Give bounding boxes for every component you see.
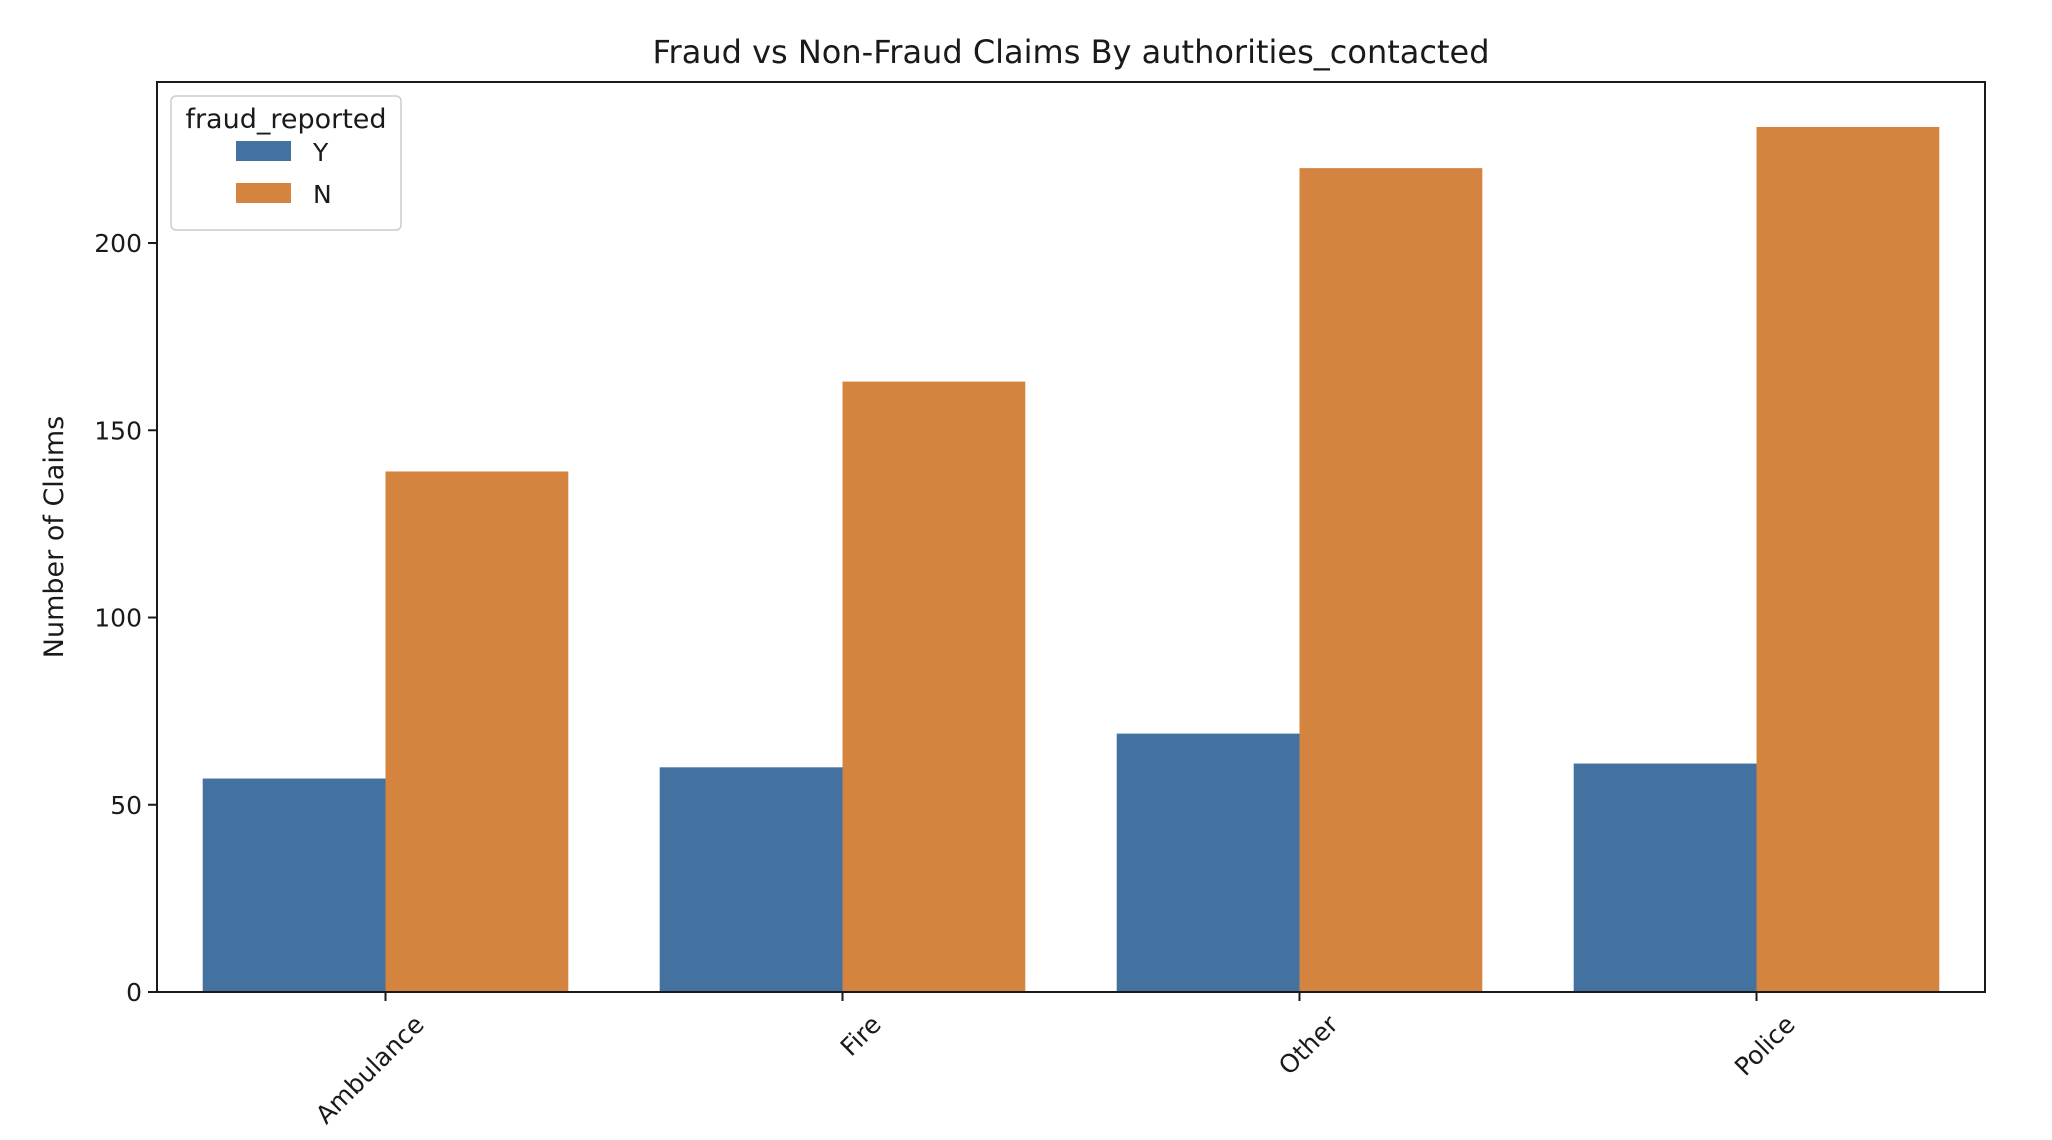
x-tick-label: Police [1729,1010,1801,1082]
y-tick-label: 100 [94,604,142,633]
bars [202,126,1940,992]
bar-police-n [1756,126,1940,992]
legend: fraud_reported YN [170,95,402,231]
y-tick-label: 50 [110,791,142,820]
legend-title: fraud_reported [185,104,386,135]
y-axis-label: Number of Claims [39,416,70,658]
bar-other-n [1299,168,1483,992]
bar-police-y [1573,763,1757,992]
legend-label-n: N [313,180,332,209]
plot-frame [156,81,1986,993]
bar-ambulance-y [202,778,386,992]
bar-other-y [1116,733,1300,992]
legend-items: YN [236,138,332,209]
x-tick-label: Ambulance [310,1010,430,1130]
chart-title: Fraud vs Non-Fraud Claims By authorities… [652,33,1489,71]
y-tick-label: 0 [126,978,142,1007]
legend-label-y: Y [312,138,329,167]
y-axis: 0 50 100 150 200 [94,229,157,1007]
legend-swatch-y [236,141,291,161]
bar-ambulance-n [385,471,569,992]
x-tick-label: Other [1273,1009,1344,1080]
x-tick-label: Fire [835,1010,887,1062]
y-tick-label: 200 [94,229,142,258]
legend-swatch-n [236,183,291,203]
bar-fire-n [842,381,1026,992]
legend-frame [170,95,402,231]
y-tick-label: 150 [94,416,142,445]
bar-fire-y [659,767,843,992]
x-axis: Ambulance Fire Other Police [310,992,1801,1130]
